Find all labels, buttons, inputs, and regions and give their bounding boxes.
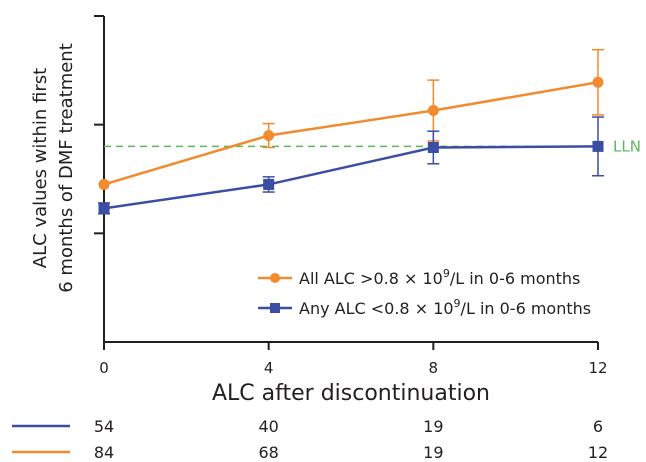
x-tick-label: 4: [264, 359, 274, 377]
series-line-0: [103, 81, 599, 186]
data-point-circle: [592, 76, 604, 88]
legend-label-0: All ALC >0.8 × 109/L in 0-6 months: [299, 267, 580, 288]
legend-superscript: 9: [443, 267, 450, 280]
risk-count: 40: [258, 417, 278, 436]
legend-text: Any ALC <0.8 × 10: [299, 299, 454, 318]
risk-count: 19: [423, 443, 443, 462]
x-tick-label: 8: [429, 359, 439, 377]
x-tick-label: 12: [588, 359, 607, 377]
legend-superscript: 9: [454, 297, 461, 310]
x-axis-label: ALC after discontinuation: [212, 381, 490, 406]
risk-count: 84: [94, 443, 114, 462]
data-point-square: [263, 178, 275, 190]
risk-count: 6: [593, 417, 603, 436]
legend-text: All ALC >0.8 × 10: [299, 269, 443, 288]
legend-marker-circle: [270, 273, 280, 283]
risk-count: 54: [94, 417, 114, 436]
series-line-1: [103, 145, 599, 210]
legend-text: /L in 0-6 months: [450, 269, 581, 288]
legend-marker-square: [270, 303, 280, 313]
y-axis-label-line: 6 months of DMF treatment: [56, 43, 77, 293]
data-point-circle: [98, 178, 110, 190]
risk-count: 68: [258, 443, 278, 462]
data-point-circle: [263, 130, 275, 142]
legend-text: /L in 0-6 months: [461, 299, 592, 318]
lln-label: LLN: [613, 137, 641, 155]
x-tick-label: 0: [99, 359, 109, 377]
risk-count: 12: [588, 443, 608, 462]
data-point-square: [427, 141, 439, 153]
y-axis-label-line: ALC values within first: [30, 68, 51, 268]
data-point-square: [592, 140, 604, 152]
data-point-square: [98, 202, 110, 214]
risk-count: 19: [423, 417, 443, 436]
legend-label-1: Any ALC <0.8 × 109/L in 0-6 months: [299, 297, 591, 318]
y-axis-label: ALC values within first 6 months of DMF t…: [30, 43, 77, 293]
data-point-circle: [427, 105, 439, 117]
